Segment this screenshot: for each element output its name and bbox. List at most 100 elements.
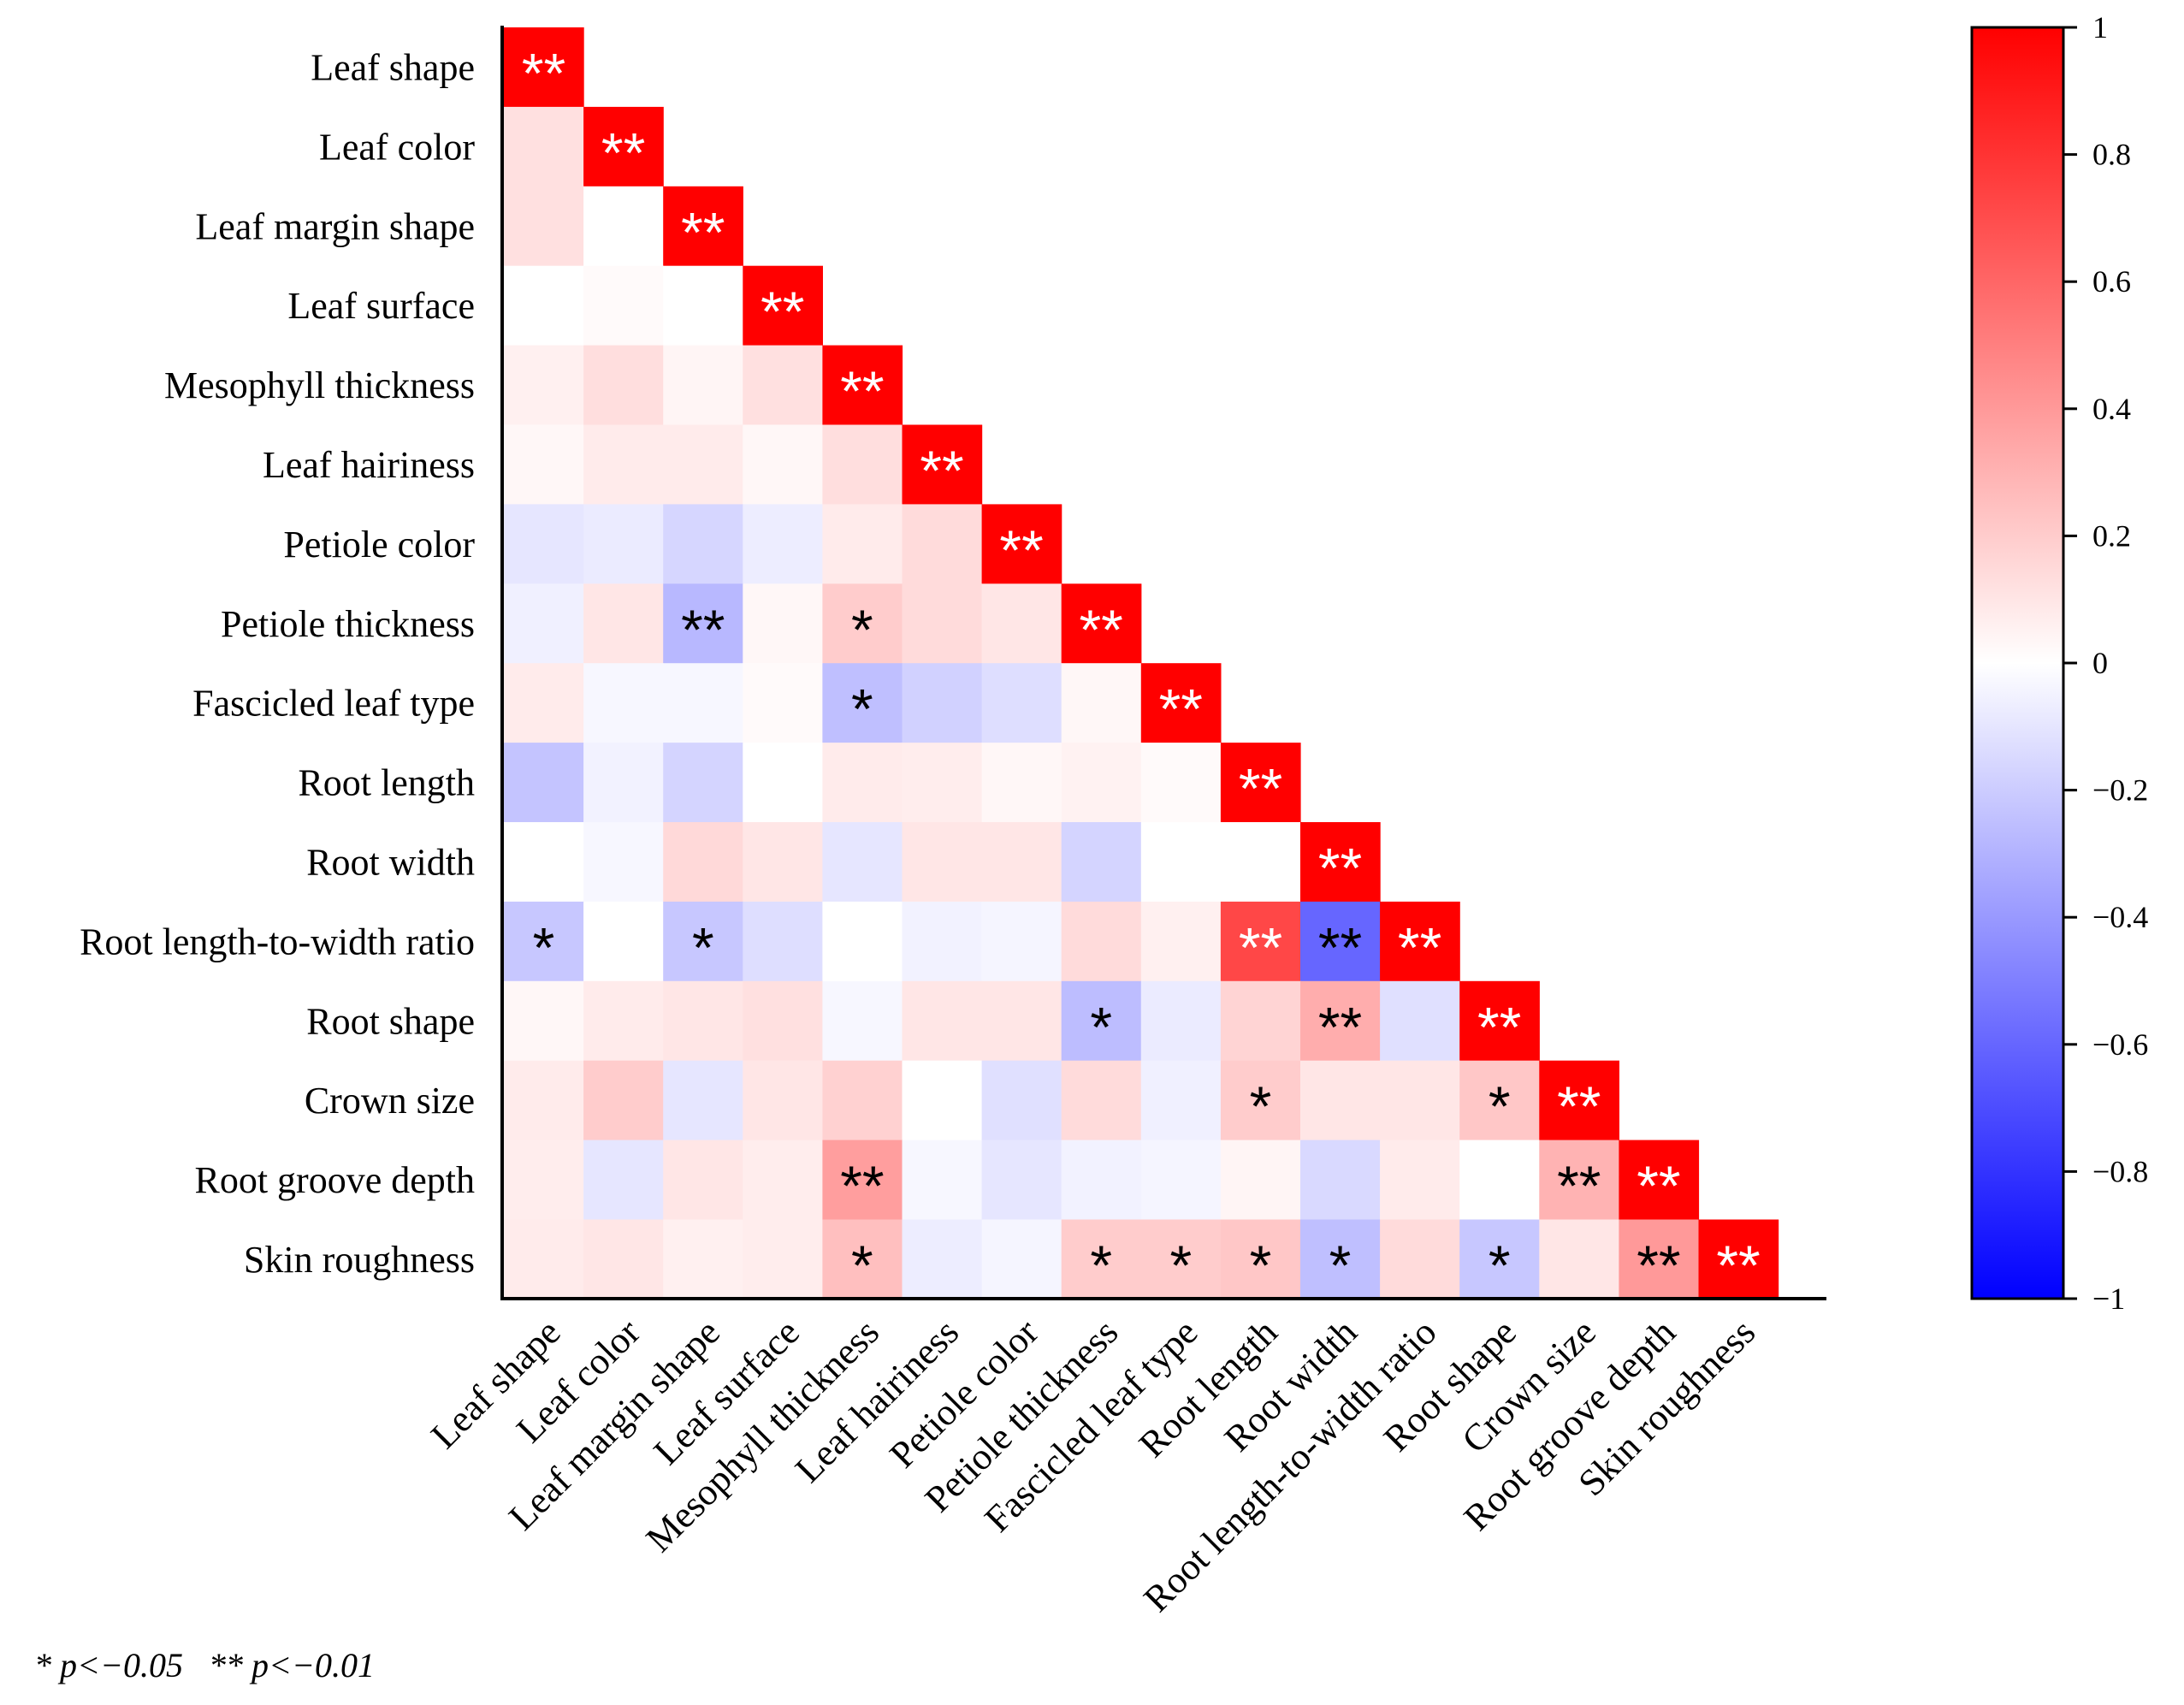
- significance-marker: **: [681, 200, 725, 263]
- heatmap-cell: [504, 504, 584, 584]
- significance-marker: *: [851, 1234, 873, 1297]
- heatmap-cell: [1380, 901, 1460, 982]
- heatmap-cell: [583, 583, 664, 664]
- heatmap-cell: [504, 901, 584, 982]
- heatmap-cell: [822, 980, 903, 1062]
- colorbar-gradient: [1970, 26, 2065, 1300]
- heatmap-cell: [1061, 980, 1142, 1062]
- heatmap-cell: [902, 663, 983, 743]
- heatmap-cell: [583, 663, 664, 743]
- heatmap-cell: [981, 663, 1062, 743]
- row-label: Root length-to-width ratio: [80, 921, 475, 962]
- heatmap-cell: [1061, 583, 1142, 664]
- heatmap-cell: [504, 663, 584, 743]
- heatmap-cell: [1300, 901, 1381, 982]
- heatmap-cell: [822, 822, 903, 903]
- heatmap-cell: [663, 265, 743, 346]
- row-label: Root width: [306, 842, 475, 884]
- colorbar-tick-label: −0.6: [2092, 1027, 2148, 1062]
- heatmap-cell: [504, 186, 584, 267]
- heatmap-cell: [1380, 1219, 1460, 1299]
- heatmap-cell: [504, 743, 584, 823]
- heatmap-cell: [1380, 980, 1460, 1062]
- significance-marker: *: [1169, 1234, 1192, 1297]
- heatmap-cell: [822, 1140, 903, 1221]
- significance-marker: **: [999, 518, 1043, 582]
- heatmap-cell: [1140, 822, 1222, 903]
- heatmap-cell: [1061, 663, 1142, 743]
- row-label: Skin roughness: [244, 1239, 475, 1281]
- row-label: Petiole thickness: [221, 603, 475, 645]
- heatmap-cell: [1459, 1219, 1540, 1299]
- heatmap-cell: [1539, 1140, 1619, 1221]
- heatmap-cell: [743, 424, 823, 505]
- colorbar-tick-label: 0.6: [2092, 264, 2131, 299]
- heatmap-cell: [583, 186, 664, 267]
- heatmap-cell: [504, 1140, 584, 1221]
- significance-footnote: * p<−0.05 ** p<−0.01: [34, 1646, 375, 1684]
- heatmap-cell: [743, 743, 823, 823]
- significance-marker: **: [1637, 1234, 1680, 1297]
- heatmap-cell: [981, 1140, 1062, 1221]
- heatmap-cell: [1459, 1060, 1540, 1141]
- significance-marker: **: [840, 359, 884, 423]
- heatmap-cell: [583, 265, 664, 346]
- heatmap-cell: [1140, 663, 1222, 743]
- heatmap-cell: [822, 504, 903, 584]
- heatmap-cell: [1380, 1140, 1460, 1221]
- heatmap-cell: [504, 1219, 584, 1299]
- significance-marker: **: [1159, 678, 1203, 741]
- significance-marker: **: [601, 121, 645, 184]
- row-label: Leaf margin shape: [195, 205, 475, 247]
- heatmap-cell: [663, 822, 743, 903]
- heatmap-cell: [743, 583, 823, 664]
- heatmap-cell: [504, 822, 584, 903]
- heatmap-cell: [1220, 1219, 1301, 1299]
- significance-marker: *: [1090, 995, 1112, 1058]
- heatmap-cell: [504, 1060, 584, 1141]
- heatmap-cell: [822, 901, 903, 982]
- row-label: Mesophyll thickness: [164, 364, 475, 406]
- colorbar-tick-label: 1: [2092, 10, 2108, 44]
- row-label: Leaf surface: [287, 285, 475, 327]
- heatmap-cell: [663, 743, 743, 823]
- heatmap-cell: [583, 1219, 664, 1299]
- heatmap-cell: [583, 504, 664, 584]
- row-label: Root length: [298, 762, 475, 804]
- significance-marker: *: [1489, 1234, 1511, 1297]
- heatmap-cell: [981, 980, 1062, 1062]
- heatmap-cell: [1061, 1140, 1142, 1221]
- heatmap-cell: [1300, 1140, 1381, 1221]
- heatmap-cell: [902, 424, 983, 505]
- heatmap-cell: [1061, 743, 1142, 823]
- significance-marker: **: [1557, 1154, 1601, 1217]
- colorbar: 1 0.8 0.6 0.4 0.2 0 −0.2 −0.4 −0.6 −0.8 −1: [1970, 10, 2148, 1316]
- heatmap-cell: [504, 583, 584, 664]
- heatmap-cell: [743, 822, 823, 903]
- row-label: Leaf shape: [311, 47, 475, 89]
- heatmap-cell: [902, 1219, 983, 1299]
- heatmap-cell: [583, 743, 664, 823]
- heatmap-cell: [743, 345, 823, 426]
- heatmap-cell: [663, 901, 743, 982]
- heatmap-cell: [1300, 1060, 1381, 1141]
- heatmap-cell: [1061, 1060, 1142, 1141]
- row-label: Root groove depth: [194, 1159, 475, 1201]
- significance-marker: *: [1090, 1234, 1112, 1297]
- significance-marker: **: [522, 42, 565, 105]
- significance-marker: **: [1080, 598, 1123, 661]
- heatmap-cell: [1220, 901, 1301, 982]
- heatmap-cell: [902, 583, 983, 664]
- heatmap-cell: [902, 980, 983, 1062]
- heatmap-cell: [743, 265, 823, 346]
- significance-marker: **: [920, 439, 963, 502]
- heatmap-cell: [663, 1219, 743, 1299]
- colorbar-tick-label: −0.8: [2092, 1154, 2148, 1188]
- heatmap-cell: [1140, 1140, 1222, 1221]
- heatmap-cell: [1140, 901, 1222, 982]
- heatmap-cell: [743, 663, 823, 743]
- heatmap-cell: [583, 1140, 664, 1221]
- colorbar-tick-label: −1: [2092, 1282, 2125, 1316]
